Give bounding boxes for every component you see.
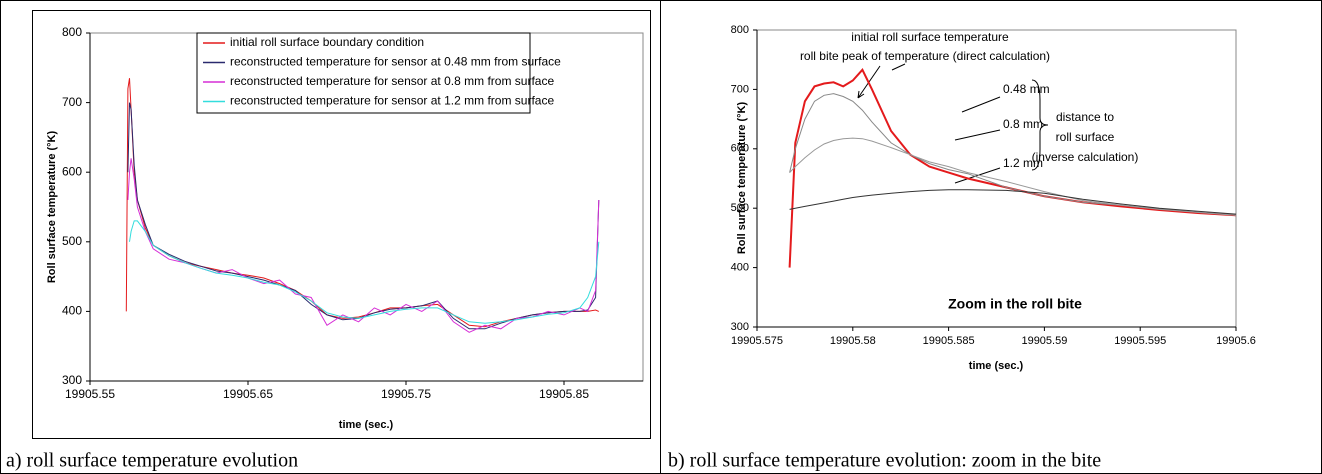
x-tick-label: 19905.65 — [223, 387, 273, 401]
series-line — [127, 158, 600, 333]
plot-area — [756, 29, 1237, 328]
brace — [1031, 79, 1049, 171]
series-line — [789, 137, 1237, 216]
arrows — [857, 63, 1001, 184]
annotation: distance to — [1056, 110, 1114, 124]
annotation: Zoom in the roll bite — [948, 296, 1082, 312]
y-tick-label: 800 — [62, 25, 82, 39]
y-axis-title: Roll surface temperature (°K) — [46, 131, 58, 284]
x-tick-label: 19905.55 — [65, 387, 115, 401]
y-tick-label: 400 — [62, 304, 82, 318]
series-label: 0.8 mm — [1003, 117, 1043, 131]
y-tick-label: 700 — [62, 95, 82, 109]
series-line — [789, 189, 1237, 215]
x-tick-label: 19905.575 — [731, 335, 783, 347]
y-tick-label: 500 — [62, 234, 82, 248]
x-tick-label: 19905.59 — [1021, 335, 1067, 347]
series-label: initial roll surface temperature — [851, 30, 1009, 44]
x-tick-label: 19905.585 — [923, 335, 975, 347]
x-axis-title: time (sec.) — [969, 360, 1024, 372]
x-tick-label: 19905.595 — [1114, 335, 1166, 347]
y-tick-label: 300 — [731, 321, 749, 333]
annotation: (inverse calculation) — [1032, 150, 1139, 164]
legend-label: reconstructed temperature for sensor at … — [230, 55, 561, 69]
x-tick-label: 19905.6 — [1216, 335, 1256, 347]
x-tick-label: 19905.75 — [381, 387, 431, 401]
chart-frame — [32, 10, 651, 439]
series-label: 0.48 mm — [1003, 82, 1050, 96]
y-tick-label: 600 — [731, 143, 749, 155]
x-tick-label: 19905.58 — [830, 335, 876, 347]
legend-label: initial roll surface boundary condition — [230, 35, 424, 49]
annotation: roll bite peak of temperature (direct ca… — [800, 49, 1050, 63]
legend-box — [196, 32, 531, 114]
legend-label: reconstructed temperature for sensor at … — [230, 74, 554, 88]
panel-frame — [660, 0, 1322, 474]
x-axis-title: time (sec.) — [339, 419, 394, 431]
series-line — [127, 102, 600, 330]
annotation: roll surface — [1056, 130, 1115, 144]
series-line — [788, 68, 1237, 268]
y-tick-label: 600 — [62, 164, 82, 178]
y-tick-label: 400 — [731, 262, 749, 274]
series-line — [789, 93, 1237, 216]
caption: a) roll surface temperature evolution — [6, 450, 298, 472]
y-tick-label: 700 — [731, 83, 749, 95]
series-label: 1.2 mm — [1003, 156, 1043, 170]
y-tick-label: 300 — [62, 373, 82, 387]
y-tick-label: 500 — [731, 202, 749, 214]
legend-label: reconstructed temperature for sensor at … — [230, 94, 554, 108]
x-tick-label: 19905.85 — [539, 387, 589, 401]
y-tick-label: 800 — [731, 24, 749, 36]
caption: b) roll surface temperature evolution: z… — [668, 450, 1101, 472]
y-axis-title: Roll surface temperature (°K) — [736, 102, 748, 255]
series-line — [125, 78, 600, 328]
series-line — [129, 220, 600, 324]
